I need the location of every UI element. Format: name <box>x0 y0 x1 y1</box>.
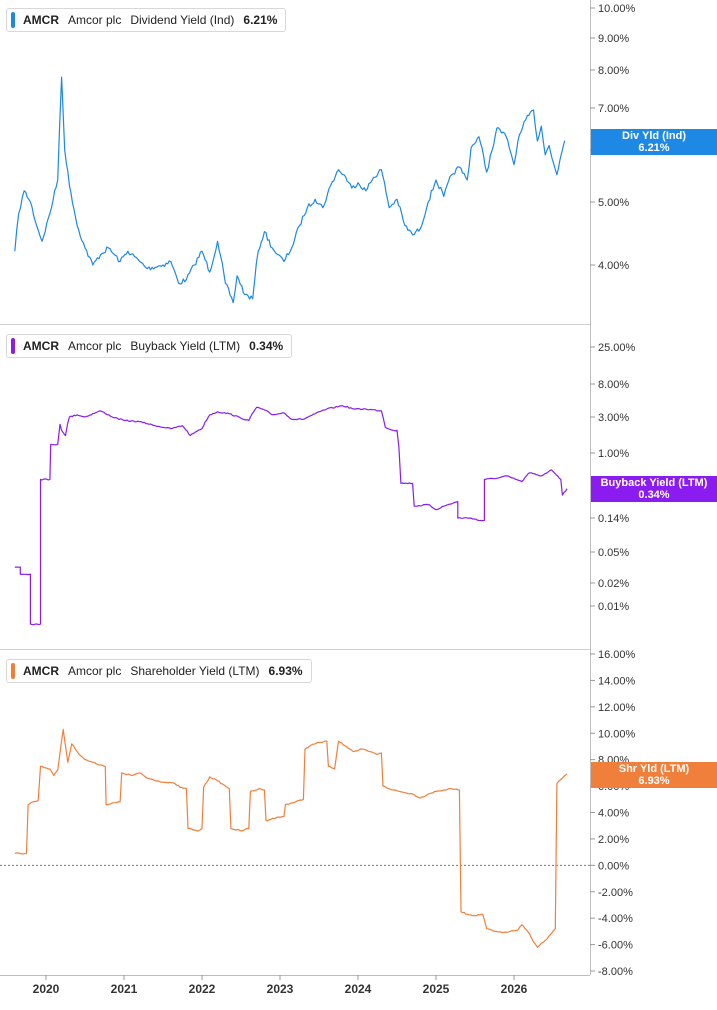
legend-series-name: Shareholder Yield (LTM) <box>130 664 260 678</box>
legend-ticker: AMCR <box>23 664 59 678</box>
y-tick-label: 8.00% <box>598 379 629 391</box>
y-tick-label: 0.00% <box>598 860 629 872</box>
legend-swatch <box>11 338 15 354</box>
x-tick-label: 2020 <box>33 982 60 996</box>
x-tick-label: 2023 <box>267 982 294 996</box>
y-tick-label: -6.00% <box>598 940 633 952</box>
tag-label: Buyback Yield (LTM) <box>600 477 708 489</box>
y-tick-label: 0.05% <box>598 547 629 559</box>
y-tick-label: -8.00% <box>598 966 633 978</box>
current-value-tag-shareholder: Shr Yld (LTM) 6.93% <box>591 762 717 788</box>
legend-dividend-yield[interactable]: AMCR Amcor plc Dividend Yield (Ind) 6.21… <box>6 8 287 32</box>
y-tick-label: 5.00% <box>598 197 629 209</box>
current-value-tag-buyback: Buyback Yield (LTM) 0.34% <box>591 476 717 502</box>
legend-value: 6.21% <box>243 13 278 27</box>
y-tick-label: 0.14% <box>598 513 629 525</box>
y-tick-label: -2.00% <box>598 887 633 899</box>
series-line <box>14 728 568 948</box>
legend-value: 0.34% <box>249 339 284 353</box>
y-tick-label: 2.00% <box>598 834 629 846</box>
legend-series-name: Dividend Yield (Ind) <box>130 13 235 27</box>
y-tick-label: 16.00% <box>598 649 636 661</box>
legend-swatch <box>11 663 15 679</box>
y-tick-label: 4.00% <box>598 808 629 820</box>
y-tick-label: 12.00% <box>598 702 636 714</box>
lines-layer <box>14 76 568 948</box>
y-tick-label: 10.00% <box>598 728 636 740</box>
tag-label: Div Yld (Ind) <box>622 130 686 142</box>
x-tick-label: 2021 <box>111 982 138 996</box>
y-tick-label: 3.00% <box>598 412 629 424</box>
x-tick-label: 2025 <box>423 982 450 996</box>
tag-value: 0.34% <box>638 489 670 501</box>
x-tick-label: 2024 <box>345 982 372 996</box>
y-tick-label: 10.00% <box>598 3 636 15</box>
y-tick-label: 25.00% <box>598 342 636 354</box>
y-tick-label: 8.00% <box>598 65 629 77</box>
legend-value: 6.93% <box>268 664 303 678</box>
x-tick-label: 2022 <box>189 982 216 996</box>
tag-value: 6.21% <box>638 142 670 154</box>
y-tick-label: 14.00% <box>598 675 636 687</box>
tag-label: Shr Yld (LTM) <box>618 763 690 775</box>
x-tick-label: 2026 <box>501 982 528 996</box>
y-tick-label: 0.02% <box>598 578 629 590</box>
y-tick-label: 9.00% <box>598 33 629 45</box>
legend-buyback-yield[interactable]: AMCR Amcor plc Buyback Yield (LTM) 0.34% <box>6 334 293 358</box>
legend-company: Amcor plc <box>68 664 122 678</box>
y-tick-label: 7.00% <box>598 103 629 115</box>
y-tick-label: 1.00% <box>598 448 629 460</box>
current-value-tag-dividend: Div Yld (Ind) 6.21% <box>591 129 717 155</box>
legend-company: Amcor plc <box>68 339 122 353</box>
y-tick-label: 4.00% <box>598 260 629 272</box>
legend-swatch <box>11 12 15 28</box>
legend-shareholder-yield[interactable]: AMCR Amcor plc Shareholder Yield (LTM) 6… <box>6 659 312 683</box>
legend-company: Amcor plc <box>68 13 122 27</box>
series-line <box>14 76 566 304</box>
legend-series-name: Buyback Yield (LTM) <box>130 339 241 353</box>
legend-ticker: AMCR <box>23 339 59 353</box>
tag-value: 6.93% <box>638 775 670 787</box>
y-tick-label: -4.00% <box>598 913 633 925</box>
legend-ticker: AMCR <box>23 13 59 27</box>
y-tick-label: 0.01% <box>598 601 629 613</box>
series-line <box>14 405 568 626</box>
axes-layer <box>0 0 591 976</box>
